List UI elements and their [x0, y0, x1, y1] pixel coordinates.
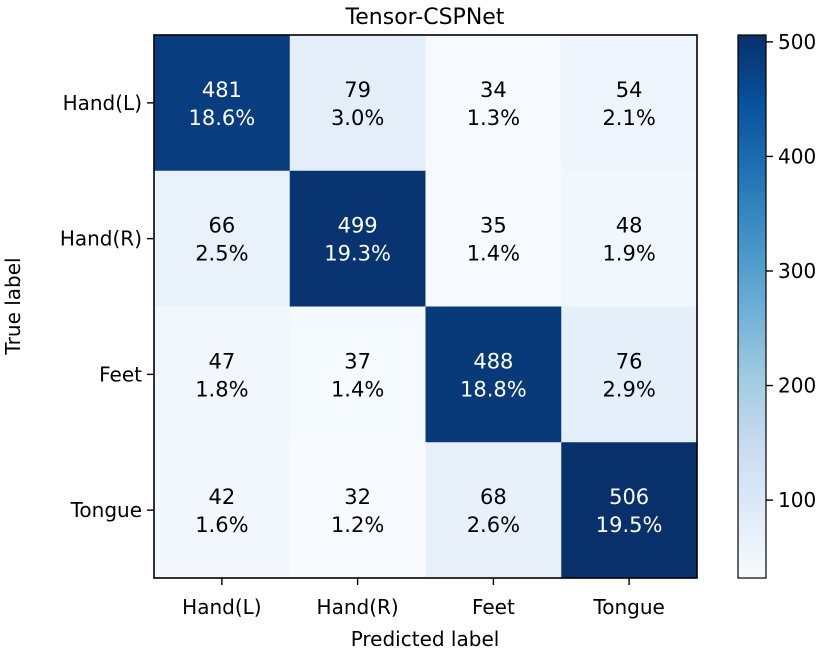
- chart-title: Tensor-CSPNet: [345, 5, 505, 30]
- cell-percent-label: 2.6%: [467, 513, 520, 537]
- heatmap-cell: [289, 306, 426, 443]
- cell-percent-label: 19.5%: [596, 513, 663, 537]
- cell-count-label: 48: [616, 214, 643, 238]
- cell-count-label: 68: [480, 485, 507, 509]
- heatmap-cell: [425, 306, 562, 443]
- heatmap-cell: [154, 170, 291, 307]
- cell-count-label: 66: [209, 214, 236, 238]
- heatmap-cell: [289, 170, 426, 307]
- y-axis-label: True label: [1, 257, 25, 355]
- cell-percent-label: 2.5%: [195, 242, 248, 266]
- cell-percent-label: 18.8%: [460, 377, 527, 401]
- y-tick-label: Hand(R): [60, 227, 142, 251]
- cell-count-label: 79: [344, 78, 371, 102]
- x-axis: Hand(L) Hand(R) Feet Tongue: [182, 578, 665, 619]
- y-tick-label: Feet: [99, 362, 142, 386]
- cell-count-label: 481: [202, 78, 242, 102]
- cell-count-label: 34: [480, 78, 507, 102]
- heatmap-cell: [425, 35, 562, 172]
- cell-percent-label: 1.4%: [467, 242, 520, 266]
- cell-count-label: 499: [338, 214, 378, 238]
- heatmap-cell: [425, 170, 562, 307]
- x-tick-label: Hand(L): [182, 595, 261, 619]
- cell-percent-label: 1.3%: [467, 106, 520, 130]
- cell-count-label: 37: [344, 349, 371, 373]
- x-tick-label: Hand(R): [317, 595, 399, 619]
- colorbar: [737, 34, 767, 579]
- colorbar-tick-label: 200: [778, 374, 816, 398]
- x-tick-label: Feet: [472, 595, 515, 619]
- cell-count-label: 35: [480, 214, 507, 238]
- cell-percent-label: 2.1%: [602, 106, 655, 130]
- colorbar-tick-label: 500: [778, 30, 816, 54]
- cell-count-label: 54: [616, 78, 643, 102]
- heatmap-cell: [561, 306, 698, 443]
- cell-percent-label: 1.9%: [602, 242, 655, 266]
- x-tick-label: Tongue: [592, 595, 664, 619]
- cell-percent-label: 2.9%: [602, 377, 655, 401]
- colorbar-tick-label: 300: [778, 259, 816, 283]
- heatmap-cell: [289, 442, 426, 579]
- cell-count-label: 47: [209, 349, 236, 373]
- colorbar-tick-label: 400: [778, 144, 816, 168]
- plot-frame: [153, 34, 698, 579]
- cell-count-label: 506: [609, 485, 649, 509]
- cell-percent-label: 1.6%: [195, 513, 248, 537]
- y-axis: Hand(L) Hand(R) Feet Tongue: [60, 91, 154, 522]
- cell-percent-label: 18.6%: [189, 106, 256, 130]
- heatmap-cell: [561, 35, 698, 172]
- heatmap-cell: [289, 35, 426, 172]
- cell-percent-label: 1.4%: [331, 377, 384, 401]
- y-tick-label: Hand(L): [63, 91, 142, 115]
- colorbar-axis: 100 200 300 400 500: [766, 30, 816, 512]
- heatmap-cell: [561, 170, 698, 307]
- cell-count-label: 76: [616, 349, 643, 373]
- cell-percent-label: 3.0%: [331, 106, 384, 130]
- cell-count-label: 488: [473, 349, 513, 373]
- y-tick-label: Tongue: [70, 498, 142, 522]
- cell-percent-label: 1.8%: [195, 377, 248, 401]
- cell-percent-label: 19.3%: [324, 242, 391, 266]
- colorbar-tick-label: 100: [778, 488, 816, 512]
- heatmap-cell: [154, 442, 291, 579]
- x-axis-label: Predicted label: [351, 627, 500, 651]
- heatmap-cell: [154, 306, 291, 443]
- heatmap-cell: [154, 35, 291, 172]
- cell-count-label: 32: [344, 485, 371, 509]
- heatmap-cells: 481 18.6% 79 3.0% 34 1.3% 54 2.1% 66 2.5% 499 19.3%…: [154, 35, 698, 579]
- cell-percent-label: 1.2%: [331, 513, 384, 537]
- heatmap-cell: [561, 442, 698, 579]
- heatmap-cell: [425, 442, 562, 579]
- cell-count-label: 42: [209, 485, 236, 509]
